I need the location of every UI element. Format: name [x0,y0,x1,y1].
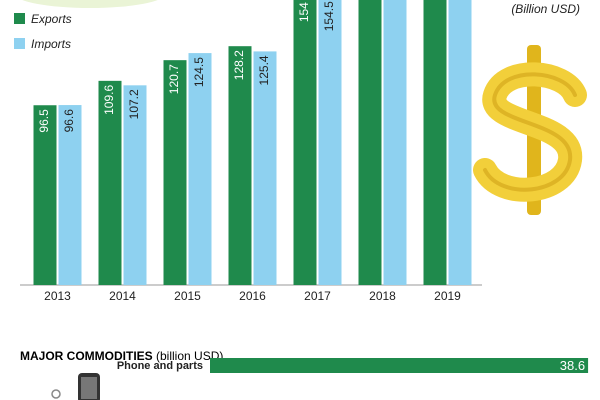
bar [58,105,82,285]
unit-label: (Billion USD) [511,2,580,16]
value-label: 109.6 [102,85,116,115]
value-label: 154 [297,2,311,22]
value-label: 38.6 [560,358,585,373]
value-label: 154.5 [322,1,336,31]
value-label: 124.5 [192,57,206,87]
legend-label: Exports [31,12,72,26]
value-label: 96.6 [62,109,76,133]
value-label: 96.5 [37,109,51,133]
bar [188,53,212,286]
bar [210,358,589,373]
section-subtitle: (billion USD) [156,349,223,363]
x-tick-label: 2017 [304,289,331,303]
bar [253,51,277,285]
bar [163,60,187,285]
legend-swatch [14,13,25,24]
category-label: Phone and parts [117,360,203,372]
legend-swatch [14,38,25,49]
value-label: 128.2 [232,50,246,80]
bar [318,0,342,286]
bar [98,80,122,285]
x-tick-label: 2019 [434,289,461,303]
decor-arc [22,0,158,8]
value-label: 125.4 [257,55,271,85]
section-title: MAJOR COMMODITIES (billion USD) [20,349,223,363]
value-label: 120.7 [167,64,181,94]
bar [33,105,57,286]
bar [383,0,407,286]
bar [448,0,472,285]
bar [123,85,147,286]
section-title-main: MAJOR COMMODITIES [20,349,153,363]
x-tick-label: 2016 [239,289,266,303]
bar [293,0,317,285]
bar [358,0,382,285]
bar [423,0,447,285]
value-label: 107.2 [127,89,141,119]
legend-label: Imports [31,37,71,51]
phone-icon [51,373,100,400]
x-tick-label: 2018 [369,289,396,303]
x-tick-label: 2013 [44,289,71,303]
x-tick-label: 2014 [109,289,136,303]
x-tick-label: 2015 [174,289,201,303]
dollar-icon [473,45,587,215]
bar [228,46,252,286]
